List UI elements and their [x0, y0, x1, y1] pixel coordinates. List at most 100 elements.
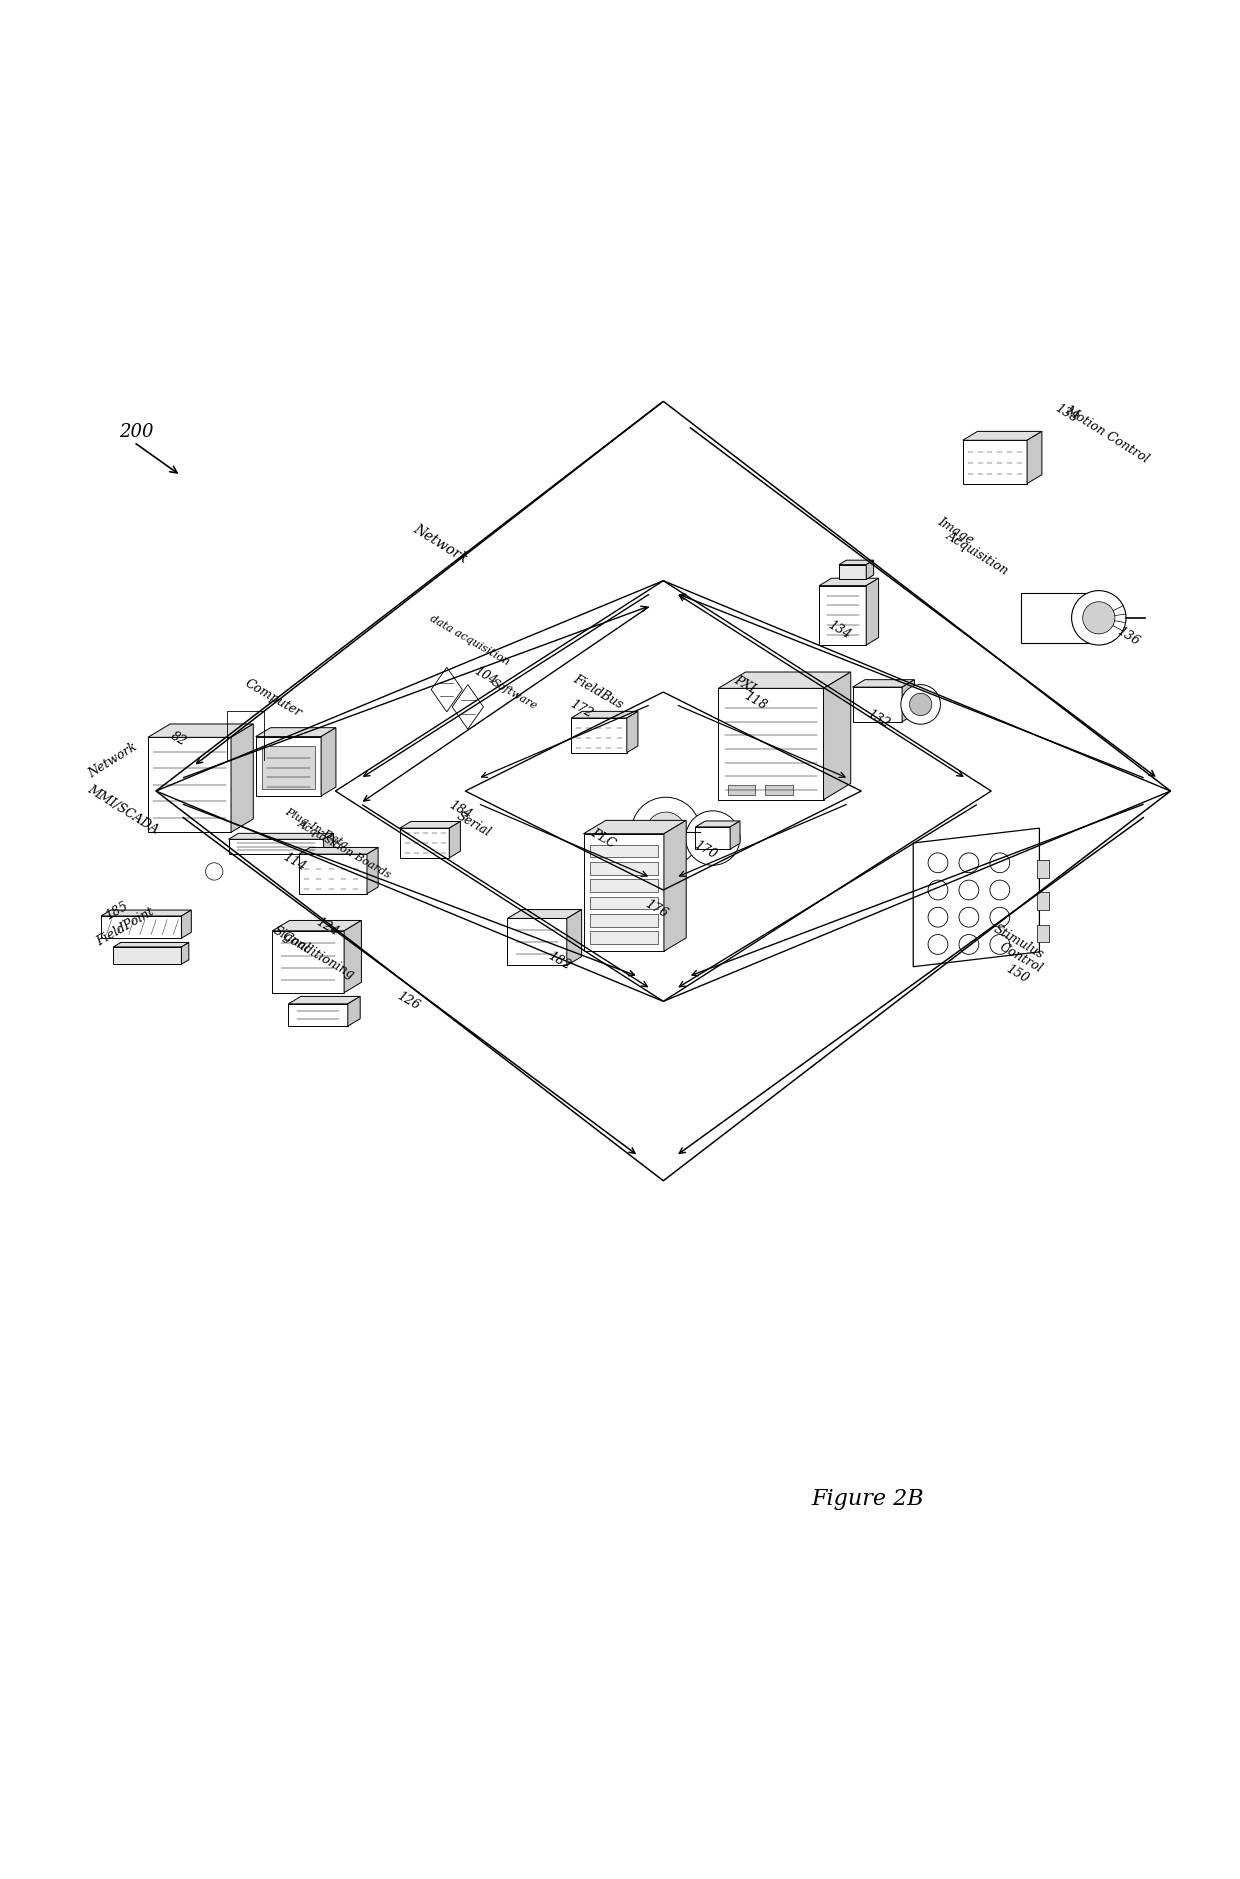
Polygon shape	[289, 1003, 347, 1026]
Polygon shape	[113, 943, 188, 947]
Polygon shape	[839, 564, 867, 579]
Text: 150: 150	[1003, 962, 1030, 986]
Polygon shape	[255, 727, 336, 737]
Polygon shape	[867, 579, 879, 644]
Circle shape	[990, 853, 1009, 872]
Polygon shape	[1027, 432, 1042, 483]
Text: 136: 136	[1115, 624, 1142, 648]
Text: 124: 124	[314, 915, 341, 940]
Text: 185: 185	[103, 900, 130, 923]
Polygon shape	[321, 727, 336, 797]
Polygon shape	[289, 996, 360, 1003]
Polygon shape	[255, 737, 321, 797]
Polygon shape	[853, 680, 914, 688]
Text: Image: Image	[935, 515, 976, 547]
Polygon shape	[347, 996, 360, 1026]
Polygon shape	[228, 840, 324, 855]
Polygon shape	[148, 723, 253, 737]
Polygon shape	[567, 909, 582, 966]
Polygon shape	[696, 827, 730, 849]
Polygon shape	[962, 440, 1027, 483]
Circle shape	[646, 812, 686, 851]
Text: Network: Network	[410, 522, 470, 566]
Polygon shape	[228, 834, 334, 840]
Text: Control: Control	[997, 941, 1045, 975]
Polygon shape	[696, 821, 740, 827]
Text: Plug-In-Data: Plug-In-Data	[284, 806, 350, 849]
FancyBboxPatch shape	[590, 846, 657, 857]
Text: 126: 126	[394, 990, 422, 1013]
Text: 82: 82	[169, 729, 188, 748]
Circle shape	[959, 879, 978, 900]
Polygon shape	[839, 560, 874, 564]
Polygon shape	[507, 919, 567, 966]
Polygon shape	[100, 909, 191, 915]
Text: 118: 118	[742, 690, 769, 712]
Circle shape	[928, 879, 947, 900]
Polygon shape	[584, 821, 686, 834]
Polygon shape	[181, 943, 188, 964]
Polygon shape	[572, 712, 637, 718]
Polygon shape	[820, 586, 867, 644]
Polygon shape	[231, 723, 253, 832]
Polygon shape	[901, 680, 914, 722]
Circle shape	[959, 853, 978, 872]
Text: Conditioning: Conditioning	[280, 930, 357, 981]
Circle shape	[959, 934, 978, 955]
Circle shape	[1083, 601, 1115, 633]
Polygon shape	[181, 909, 191, 938]
Polygon shape	[299, 855, 367, 894]
FancyBboxPatch shape	[1037, 861, 1049, 877]
Text: Acquisition: Acquisition	[944, 530, 1011, 577]
Polygon shape	[324, 834, 334, 855]
Circle shape	[928, 934, 947, 955]
Text: 172: 172	[568, 697, 595, 722]
Polygon shape	[299, 847, 378, 855]
Circle shape	[686, 812, 740, 864]
FancyBboxPatch shape	[590, 862, 657, 874]
Text: FieldBus: FieldBus	[570, 673, 625, 712]
FancyBboxPatch shape	[590, 896, 657, 909]
Text: Stimulus: Stimulus	[991, 923, 1047, 962]
Polygon shape	[113, 947, 181, 964]
Polygon shape	[507, 909, 582, 919]
Circle shape	[631, 797, 701, 866]
Text: Software: Software	[490, 678, 539, 712]
Polygon shape	[823, 673, 851, 800]
Polygon shape	[343, 921, 361, 992]
Circle shape	[909, 693, 931, 716]
Text: Serial: Serial	[454, 810, 494, 840]
Polygon shape	[718, 688, 823, 800]
Text: 104: 104	[471, 665, 498, 688]
Text: 138: 138	[1053, 402, 1080, 425]
FancyBboxPatch shape	[1037, 924, 1049, 941]
Text: Network: Network	[86, 740, 139, 780]
Text: Motion Control: Motion Control	[1063, 404, 1152, 466]
Polygon shape	[962, 432, 1042, 440]
Polygon shape	[663, 821, 686, 951]
Circle shape	[990, 934, 1009, 955]
Circle shape	[959, 908, 978, 926]
Polygon shape	[867, 560, 874, 579]
Polygon shape	[730, 821, 740, 849]
Polygon shape	[626, 712, 637, 753]
Circle shape	[1071, 590, 1126, 644]
Text: FieldPoint: FieldPoint	[94, 906, 156, 949]
Text: MMI/SCADA: MMI/SCADA	[86, 784, 161, 836]
Text: Acquisition Boards: Acquisition Boards	[296, 817, 393, 879]
Text: PLC: PLC	[589, 827, 619, 849]
Polygon shape	[262, 746, 315, 789]
Circle shape	[990, 879, 1009, 900]
Text: 134: 134	[826, 618, 853, 643]
Polygon shape	[399, 829, 449, 859]
Text: Signal: Signal	[272, 924, 312, 955]
Circle shape	[928, 908, 947, 926]
Circle shape	[928, 853, 947, 872]
Text: 170: 170	[692, 838, 719, 862]
Text: 176: 176	[642, 896, 670, 921]
Text: Computer: Computer	[243, 676, 304, 720]
Text: 182: 182	[546, 949, 573, 971]
Polygon shape	[399, 821, 460, 829]
Text: Figure 2B: Figure 2B	[811, 1488, 924, 1509]
FancyBboxPatch shape	[728, 785, 755, 795]
